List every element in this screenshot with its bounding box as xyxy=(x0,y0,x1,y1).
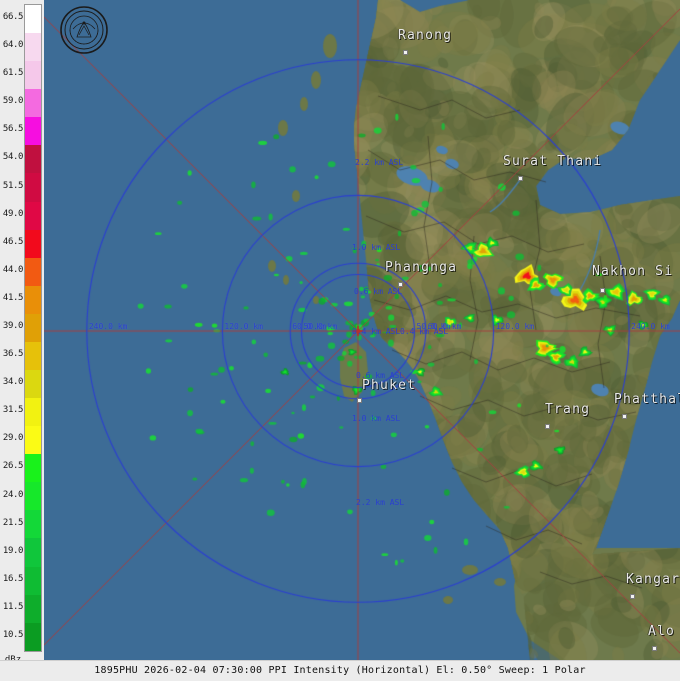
colorbar-segment xyxy=(25,370,41,399)
altitude-asl-label: 0.4 km ASL xyxy=(400,327,449,336)
colorbar-tick: 21.5 xyxy=(2,517,23,528)
city-label: Nakhon Si xyxy=(592,264,674,279)
city-label: Alo xyxy=(648,624,676,639)
city-label: Kangar xyxy=(626,572,680,587)
colorbar-gradient xyxy=(24,4,42,652)
city-marker-dot xyxy=(403,50,408,55)
city-marker-dot xyxy=(518,176,523,181)
colorbar-segment xyxy=(25,482,41,511)
colorbar-segment xyxy=(25,61,41,90)
colorbar-segment xyxy=(25,622,41,651)
colorbar-tick: 46.5 xyxy=(2,236,23,247)
colorbar-tick: 36.5 xyxy=(2,349,23,360)
colorbar-segment xyxy=(25,145,41,174)
status-text: 1895PHU 2026-02-04 07:30:00 PPI Intensit… xyxy=(94,665,586,676)
range-ring-label: 120.0 km xyxy=(495,322,535,331)
city-marker-dot xyxy=(545,424,550,429)
colorbar-segment xyxy=(25,173,41,202)
colorbar-tick: 29.0 xyxy=(2,433,23,444)
altitude-asl-label: 1.0 km ASL xyxy=(352,414,401,423)
colorbar-tick: 39.0 xyxy=(2,321,23,331)
colorbar-segment xyxy=(25,454,41,483)
radar-map-canvas[interactable] xyxy=(44,0,680,660)
colorbar-tick: 49.0 xyxy=(2,208,23,219)
colorbar-segment xyxy=(25,285,41,314)
range-ring-label: 60.0 km xyxy=(292,322,326,331)
colorbar-tick: 51.5 xyxy=(2,180,23,191)
colorbar-segment xyxy=(25,538,41,567)
colorbar-tick: 11.5 xyxy=(2,601,23,612)
colorbar-segment xyxy=(25,510,41,539)
range-ring-label: 240.0 km xyxy=(88,322,128,331)
range-ring-label: 240.0 km xyxy=(631,322,670,331)
radar-map-view[interactable]: Ranong Surat Thani Phangnga Nakhon Si Phuket… xyxy=(44,0,680,660)
colorbar-segment xyxy=(25,313,41,342)
colorbar-tick: 16.5 xyxy=(2,573,23,584)
colorbar-tick: 66.5 xyxy=(2,12,23,23)
colorbar-segment xyxy=(25,89,41,118)
colorbar-tick: 44.0 xyxy=(2,264,23,275)
city-label: Ranong xyxy=(398,28,453,43)
altitude-asl-label: 2.2 km ASL xyxy=(356,498,405,507)
colorbar-segment xyxy=(25,257,41,286)
colorbar-tick-labels: 66.5 64.0 61.5 59.0 56.5 54.0 51.5 49.0 46.5 44.0… xyxy=(0,0,24,660)
colorbar-segment xyxy=(25,341,41,371)
city-label: Phatthal xyxy=(614,392,680,407)
colorbar-segment xyxy=(25,566,41,595)
colorbar-segment xyxy=(25,594,41,623)
colorbar-segment xyxy=(25,33,41,62)
colorbar-tick: 59.0 xyxy=(2,96,23,107)
city-label: Phuket xyxy=(362,378,417,393)
city-marker-dot xyxy=(600,288,605,293)
city-marker-dot xyxy=(622,414,627,419)
range-ring-label: 50.0 km xyxy=(303,322,338,331)
altitude-asl-label: 2.2 km ASL xyxy=(355,158,404,167)
city-label: Phangnga xyxy=(385,260,458,275)
colorbar-tick: 10.5 xyxy=(2,629,23,640)
city-marker-dot xyxy=(398,282,403,287)
colorbar-tick: 64.0 xyxy=(2,40,23,51)
meteorological-department-seal-icon xyxy=(60,6,108,54)
colorbar-tick: 56.5 xyxy=(2,124,23,135)
colorbar-segment xyxy=(25,426,41,455)
colorbar-tick: 61.5 xyxy=(2,68,23,79)
colorbar-tick: 24.0 xyxy=(2,489,23,500)
range-ring-label: 120.0 km xyxy=(224,322,263,331)
colorbar-segment xyxy=(25,201,41,230)
colorbar-tick: 41.5 xyxy=(2,292,23,303)
colorbar-tick: 26.5 xyxy=(2,461,23,472)
colorbar-segment xyxy=(25,5,41,34)
altitude-asl-label: 1.0 km ASL xyxy=(352,243,401,252)
city-marker-dot xyxy=(652,646,657,651)
city-marker-dot xyxy=(357,398,362,403)
altitude-asl-label: 0.4 km ASL xyxy=(352,327,401,336)
colorbar-tick: 19.0 xyxy=(2,545,23,556)
colorbar-tick: 54.0 xyxy=(2,152,23,163)
city-label: Trang xyxy=(545,402,591,417)
range-ring-label: 60.0 km xyxy=(427,322,462,331)
altitude-asl-label: 0.6 km ASL xyxy=(356,371,405,380)
colorbar-segment xyxy=(25,117,41,146)
colorbar-segment xyxy=(25,398,41,427)
city-marker-dot xyxy=(630,594,635,599)
colorbar-tick: 34.0 xyxy=(2,377,23,388)
colorbar-panel: 66.5 64.0 61.5 59.0 56.5 54.0 51.5 49.0 46.5 44.0… xyxy=(0,0,44,680)
colorbar-segment xyxy=(25,229,41,258)
status-bar: 1895PHU 2026-02-04 07:30:00 PPI Intensit… xyxy=(0,660,680,681)
range-ring-label: 50.0 km xyxy=(416,322,451,331)
altitude-asl-label: 0.6 km ASL xyxy=(354,287,403,296)
city-label: Surat Thani xyxy=(503,154,603,169)
colorbar-tick: 31.5 xyxy=(2,405,23,416)
